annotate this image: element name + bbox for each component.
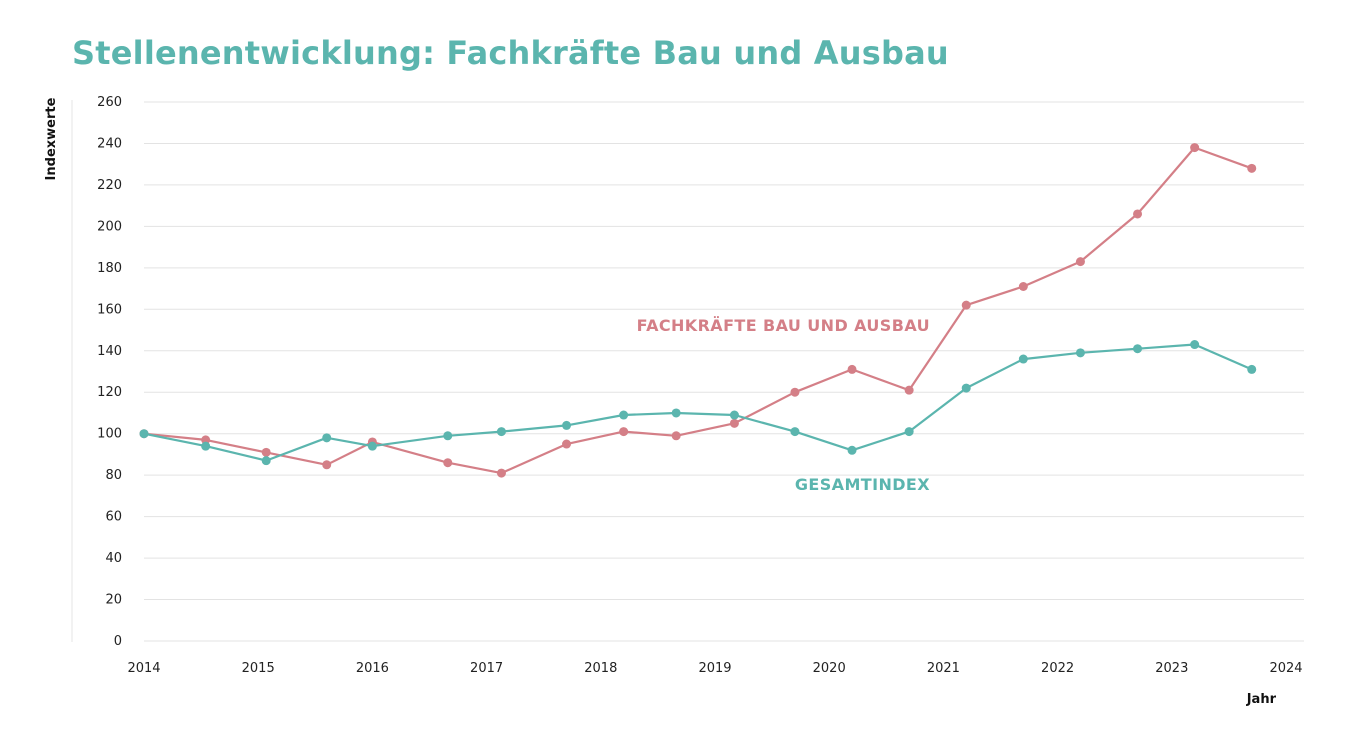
- series-line: [143, 343, 1253, 462]
- chart-title: Stellenentwicklung: Fachkräfte Bau und A…: [72, 34, 949, 72]
- data-point: [1133, 344, 1143, 354]
- data-point: [904, 385, 914, 395]
- y-tick-label: 40: [105, 551, 122, 566]
- x-tick-label: 2014: [127, 661, 160, 676]
- data-point: [671, 431, 681, 441]
- data-point: [562, 439, 572, 449]
- x-tick-label: 2020: [813, 661, 846, 676]
- y-tick-label: 180: [97, 261, 122, 276]
- y-tick-label: 80: [105, 468, 122, 483]
- x-tick-label: 2022: [1041, 661, 1074, 676]
- y-axis-title: Indexwerte: [44, 97, 59, 180]
- data-point: [1190, 340, 1200, 350]
- data-point: [619, 410, 629, 420]
- data-point: [322, 433, 332, 443]
- data-point: [496, 427, 506, 437]
- data-point: [671, 408, 681, 418]
- data-point: [904, 427, 914, 437]
- data-point: [139, 429, 149, 439]
- y-tick-label: 60: [105, 510, 122, 525]
- data-point: [961, 383, 971, 393]
- series-fachkraefte: [139, 143, 1257, 478]
- data-point: [443, 431, 453, 441]
- x-axis-ticks: 2014 2015 2016 2017 2018 2019 2020 2021 2022 2023…: [127, 661, 1302, 676]
- x-tick-label: 2018: [584, 661, 617, 676]
- x-axis-title: Jahr: [1246, 692, 1277, 707]
- x-tick-label: 2019: [698, 661, 731, 676]
- y-tick-label: 260: [97, 95, 122, 110]
- grid-lines: [144, 101, 1304, 642]
- data-point: [367, 441, 377, 451]
- series-label-gesamtindex: GESAMTINDEX: [795, 475, 930, 494]
- y-tick-label: 140: [97, 344, 122, 359]
- x-tick-label: 2023: [1155, 661, 1188, 676]
- data-point: [1133, 209, 1143, 219]
- data-point: [1075, 257, 1085, 267]
- data-point: [562, 420, 572, 430]
- y-tick-label: 220: [97, 178, 122, 193]
- data-point: [1018, 354, 1028, 364]
- y-tick-label: 20: [105, 593, 122, 608]
- data-point: [961, 300, 971, 310]
- data-point: [443, 458, 453, 468]
- y-tick-label: 160: [97, 302, 122, 317]
- data-point: [1018, 282, 1028, 292]
- series-label-fachkraefte: FACHKRÄFTE BAU UND AUSBAU: [637, 316, 930, 335]
- data-point: [847, 445, 857, 455]
- y-tick-label: 120: [97, 385, 122, 400]
- y-tick-label: 200: [97, 219, 122, 234]
- data-point: [322, 460, 332, 470]
- series-line: [143, 146, 1253, 475]
- data-point: [496, 468, 506, 478]
- y-tick-label: 100: [97, 427, 122, 442]
- data-point: [790, 427, 800, 437]
- x-tick-label: 2016: [356, 661, 389, 676]
- y-tick-label: 240: [97, 136, 122, 151]
- data-point: [261, 456, 271, 466]
- x-tick-label: 2021: [927, 661, 960, 676]
- x-tick-label: 2024: [1269, 661, 1302, 676]
- data-point: [1075, 348, 1085, 358]
- data-point: [729, 410, 739, 420]
- data-point: [847, 364, 857, 374]
- data-point: [201, 435, 211, 445]
- data-point: [619, 427, 629, 437]
- y-tick-label: 0: [114, 634, 122, 649]
- x-tick-label: 2017: [470, 661, 503, 676]
- x-tick-label: 2015: [242, 661, 275, 676]
- data-point: [1190, 143, 1200, 153]
- data-point: [729, 418, 739, 428]
- data-point: [261, 447, 271, 457]
- series-gesamtindex: [139, 340, 1257, 466]
- data-point: [1247, 163, 1257, 173]
- data-point: [790, 387, 800, 397]
- data-point: [1247, 364, 1257, 374]
- y-axis-ticks: 0 20 40 60 80 100 120 140 160 180 200 220 240 260: [97, 95, 122, 649]
- data-point: [201, 441, 211, 451]
- series-group: [139, 143, 1257, 478]
